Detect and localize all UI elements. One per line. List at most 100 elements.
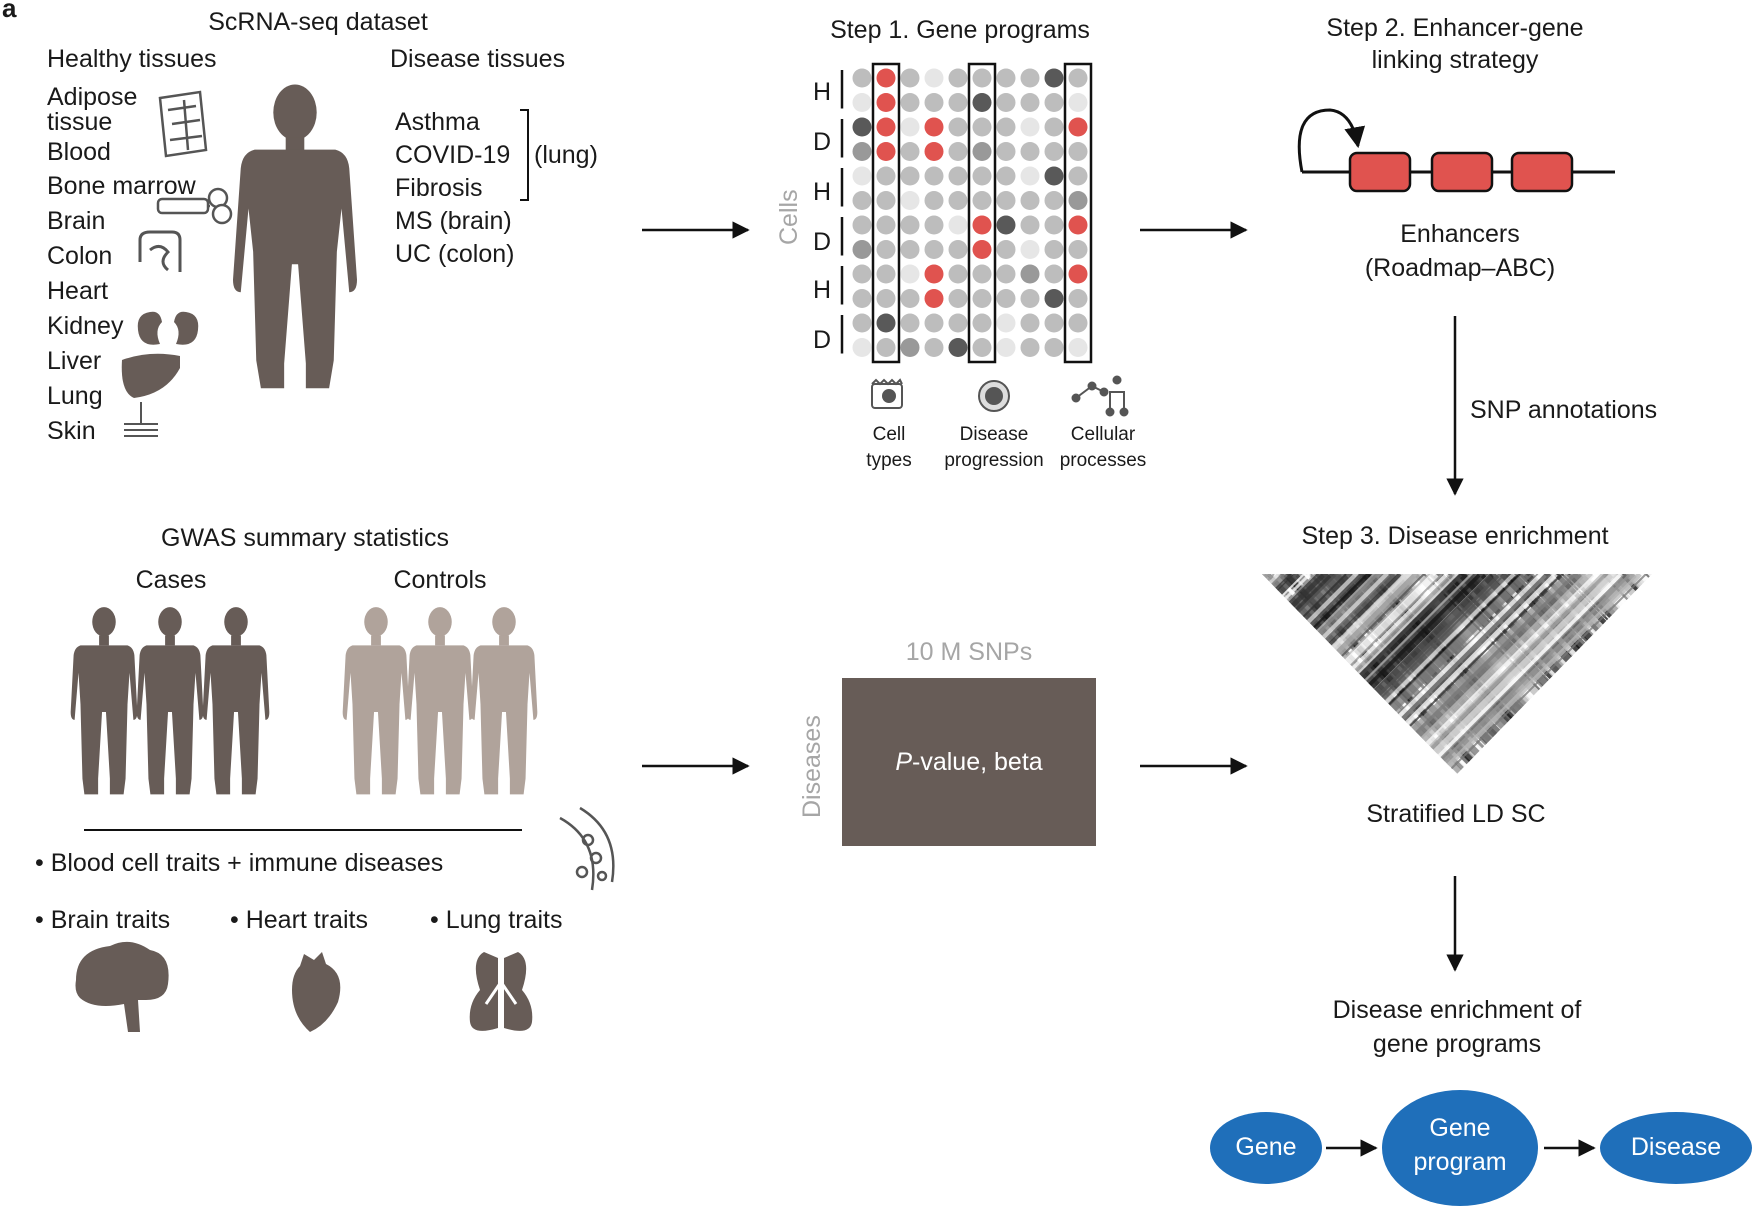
- scrna-title: ScRNA-seq dataset: [208, 8, 428, 36]
- ld-stripe: [1262, 574, 1386, 774]
- snp-annotations-label: SNP annotations: [1470, 396, 1658, 424]
- program-dot: [852, 215, 872, 235]
- cells-axis-label: Cells: [775, 189, 803, 245]
- program-dot: [900, 264, 920, 284]
- snp-matrix-box: [842, 678, 1096, 846]
- trait-heart: • Heart traits: [230, 906, 368, 934]
- program-dot: [948, 142, 968, 161]
- program-dot: [1044, 289, 1064, 308]
- ld-stripe: [1262, 574, 1402, 774]
- program-dot: [876, 68, 896, 88]
- gene-node-label: Gene: [1235, 1133, 1297, 1161]
- program-dot: [900, 215, 920, 235]
- step2-title-2: linking strategy: [1371, 46, 1539, 74]
- row-label-d3: D: [813, 326, 832, 354]
- program-dot: [1020, 142, 1040, 161]
- program-dot: [972, 142, 992, 161]
- enhancer-gene-link-diagram: [1297, 108, 1615, 193]
- program-dot: [948, 264, 968, 284]
- ld-stripe: [1595, 574, 1652, 774]
- program-dot: [852, 93, 872, 112]
- category-cell-types-2: types: [866, 450, 912, 471]
- disease-node-label: Disease: [1630, 1133, 1722, 1161]
- category-disease-progression-2: progression: [944, 450, 1044, 471]
- ld-stripe: [1262, 574, 1332, 774]
- tissue-brain: Brain: [47, 207, 106, 235]
- program-dot: [972, 289, 992, 308]
- program-dot: [948, 117, 968, 137]
- human-body-silhouette: [233, 84, 357, 389]
- step3-title: Step 3. Disease enrichment: [1301, 522, 1609, 550]
- program-dot: [1068, 264, 1088, 284]
- program-dot: [1020, 313, 1040, 333]
- program-dot: [1068, 289, 1088, 308]
- tissue-adipose-2: tissue: [47, 108, 113, 136]
- program-dot: [1020, 117, 1040, 137]
- program-dot: [1020, 68, 1040, 88]
- enhancers-label: Enhancers: [1400, 220, 1520, 248]
- program-dot: [900, 93, 920, 112]
- program-dot: [924, 191, 944, 210]
- program-dot: [876, 264, 896, 284]
- program-dot: [1020, 289, 1040, 308]
- ld-stripe: [1645, 574, 1652, 774]
- program-dot: [996, 289, 1016, 308]
- program-highlight-box: [871, 62, 901, 364]
- program-dot: [1020, 93, 1040, 112]
- program-dot: [996, 338, 1016, 357]
- row-label-h3: H: [813, 276, 832, 304]
- program-dot: [876, 240, 896, 259]
- ld-stripe: [1631, 574, 1652, 774]
- program-dot: [1068, 338, 1088, 357]
- program-dot: [996, 117, 1016, 137]
- program-dot: [876, 142, 896, 161]
- program-dot: [924, 93, 944, 112]
- program-dot: [972, 93, 992, 112]
- program-dot: [1020, 240, 1040, 259]
- healthy-tissues-heading: Healthy tissues: [47, 45, 217, 73]
- program-dot: [996, 215, 1016, 235]
- disease-tissues-heading: Disease tissues: [390, 45, 566, 73]
- program-dot: [972, 68, 992, 88]
- cases-label: Cases: [135, 566, 207, 594]
- program-dot: [876, 117, 896, 137]
- program-dot: [1068, 191, 1088, 210]
- program-dot: [924, 68, 944, 88]
- diseases-axis-label: Diseases: [798, 715, 826, 818]
- ld-stripe: [1262, 574, 1301, 774]
- program-dot: [852, 166, 872, 186]
- program-dot: [1020, 191, 1040, 210]
- ld-stripe: [1405, 574, 1631, 774]
- ld-stripe: [1262, 574, 1367, 774]
- tissue-blood: Blood: [47, 138, 111, 166]
- program-dot: [852, 289, 872, 308]
- program-dot: [1044, 117, 1064, 137]
- program-dot: [1020, 264, 1040, 284]
- program-dot: [948, 240, 968, 259]
- program-dot: [1068, 142, 1088, 161]
- tissue-kidney: Kidney: [47, 312, 124, 340]
- program-dot: [996, 264, 1016, 284]
- program-dot: [924, 166, 944, 186]
- program-dot: [876, 191, 896, 210]
- result-title-1: Disease enrichment of: [1332, 996, 1582, 1024]
- program-dot: [900, 313, 920, 333]
- ld-stripe: [1425, 574, 1647, 774]
- program-dot: [1044, 338, 1064, 357]
- ld-heatmap-triangle: [1262, 574, 1652, 774]
- program-dot: [876, 289, 896, 308]
- result-title-2: gene programs: [1372, 1030, 1542, 1058]
- program-dot: [996, 93, 1016, 112]
- program-dot: [852, 191, 872, 210]
- program-dot: [996, 166, 1016, 186]
- ld-stripe: [1262, 574, 1305, 774]
- cellular-processes-icon: [1071, 375, 1129, 417]
- ld-stripe: [1418, 574, 1642, 774]
- program-dot: [876, 93, 896, 112]
- liver-icon: [121, 353, 180, 398]
- gwas-title: GWAS summary statistics: [161, 524, 449, 552]
- tissue-skin: Skin: [47, 417, 96, 445]
- program-dot: [948, 68, 968, 88]
- program-dot: [972, 264, 992, 284]
